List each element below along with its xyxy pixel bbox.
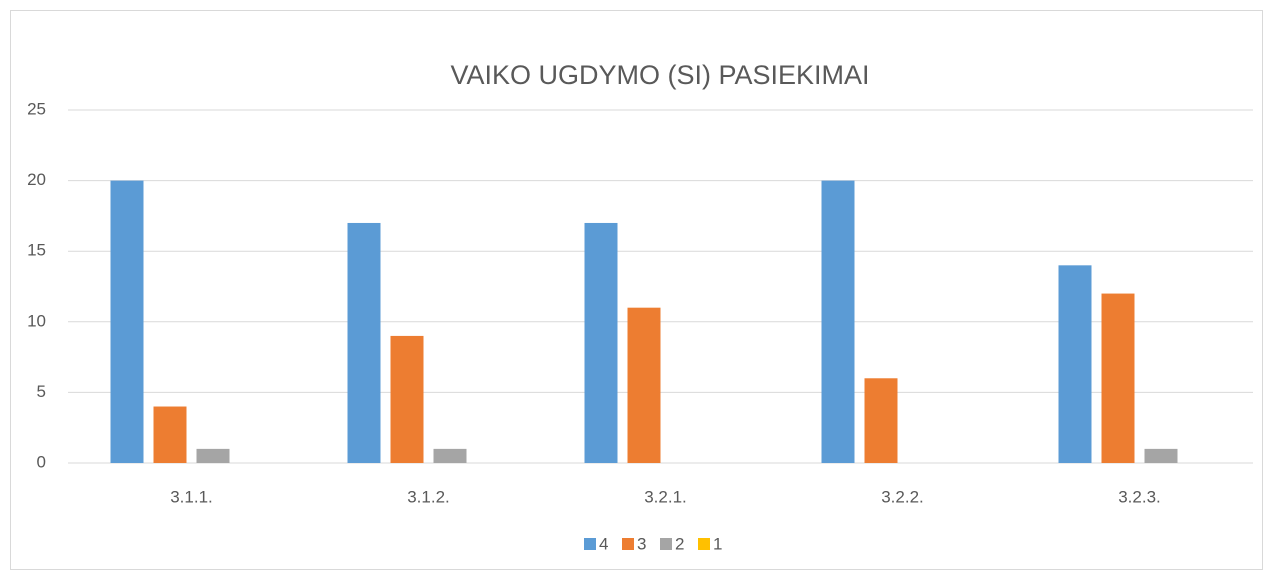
bar (196, 448, 230, 463)
legend-swatch (660, 538, 672, 550)
x-tick-label: 3.2.1. (644, 487, 687, 506)
bar (584, 222, 618, 463)
bar (627, 307, 661, 463)
x-tick-label: 3.1.1. (170, 487, 213, 506)
bar (110, 180, 144, 463)
chart-border (10, 10, 1263, 570)
bar (1058, 265, 1092, 463)
bar (347, 222, 381, 463)
bar (864, 378, 898, 463)
y-tick-label: 5 (37, 382, 46, 401)
bar (433, 448, 467, 463)
chart-title: VAIKO UGDYMO (SI) PASIEKIMAI (450, 60, 869, 90)
legend-swatch (698, 538, 710, 550)
y-tick-label: 25 (27, 99, 46, 118)
legend-label: 2 (675, 534, 684, 553)
legend-label: 3 (637, 534, 646, 553)
y-tick-label: 20 (27, 170, 46, 189)
legend-label: 4 (599, 534, 608, 553)
bar (1144, 448, 1178, 463)
legend-label: 1 (713, 534, 722, 553)
bar (153, 406, 187, 463)
x-tick-label: 3.2.2. (881, 487, 924, 506)
legend-swatch (622, 538, 634, 550)
legend-swatch (584, 538, 596, 550)
bar (821, 180, 855, 463)
y-tick-label: 10 (27, 311, 46, 330)
x-tick-label: 3.1.2. (407, 487, 450, 506)
bar (1101, 293, 1135, 463)
y-tick-label: 0 (37, 452, 46, 471)
y-tick-label: 15 (27, 241, 46, 260)
x-tick-label: 3.2.3. (1118, 487, 1161, 506)
bar (390, 335, 424, 463)
